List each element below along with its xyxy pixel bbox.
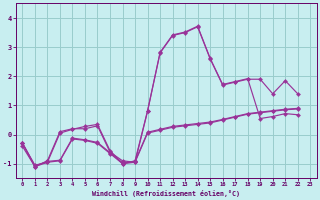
X-axis label: Windchill (Refroidissement éolien,°C): Windchill (Refroidissement éolien,°C) [92, 190, 240, 197]
